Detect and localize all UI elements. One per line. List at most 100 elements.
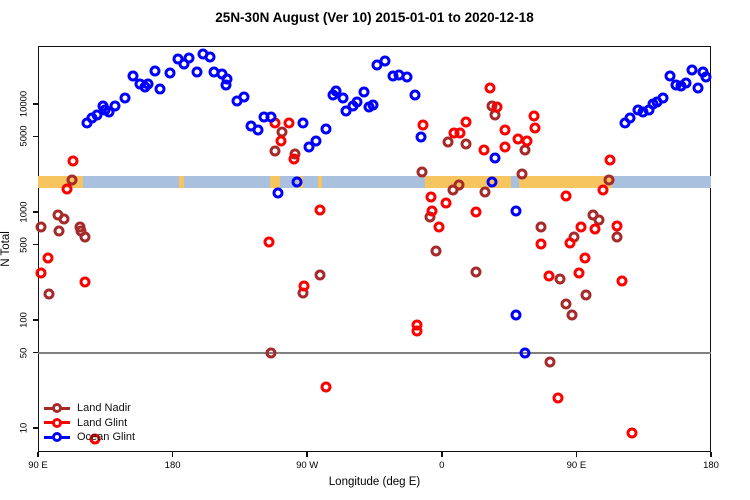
data-point-ocean-glint: [351, 96, 363, 108]
x-tick: [441, 452, 443, 457]
data-point-land-nadir: [66, 174, 78, 186]
data-point-land-nadir: [460, 138, 472, 150]
legend-item-land-nadir: Land Nadir: [44, 401, 135, 416]
data-point-ocean-glint: [91, 109, 103, 121]
band-land-segment: [518, 176, 613, 188]
data-point-land-nadir: [53, 225, 65, 237]
data-point-ocean-glint: [664, 70, 676, 82]
data-point-ocean-glint: [119, 92, 131, 104]
data-point-ocean-glint: [409, 89, 421, 101]
x-tick: [710, 452, 712, 457]
y-tick-label: 50: [18, 347, 30, 358]
data-point-land-nadir: [442, 136, 454, 148]
data-point-land-glint: [589, 223, 601, 235]
x-axis-label: Longitude (deg E): [328, 476, 421, 488]
data-point-land-glint: [433, 221, 445, 233]
y-tick-label: 1000: [18, 201, 30, 223]
x-tick-label: 90 W: [296, 460, 319, 471]
data-point-land-glint: [67, 155, 79, 167]
y-tick: [33, 103, 38, 105]
data-point-land-nadir: [580, 289, 592, 301]
data-point-land-nadir: [35, 221, 47, 233]
data-point-land-glint: [440, 197, 452, 209]
data-point-land-nadir: [470, 266, 482, 278]
data-point-land-glint: [535, 238, 547, 250]
legend-ring-icon: [52, 403, 62, 414]
legend-label: Ocean Glint: [77, 431, 136, 444]
y-tick: [33, 427, 38, 429]
data-point-land-glint: [484, 82, 496, 94]
legend-label: Land Nadir: [77, 402, 131, 415]
x-tick-label: 90 E: [28, 460, 48, 471]
data-point-land-nadir: [79, 231, 91, 243]
data-point-land-glint: [604, 154, 616, 166]
data-point-land-glint: [470, 206, 482, 218]
band-land-segment: [425, 176, 512, 188]
data-point-land-nadir: [535, 221, 547, 233]
data-point-ocean-glint: [265, 111, 277, 123]
data-point-ocean-glint: [183, 52, 195, 64]
data-point-land-glint: [616, 275, 628, 287]
data-point-ocean-glint: [367, 99, 379, 111]
data-point-ocean-glint: [220, 79, 232, 91]
data-point-land-glint: [42, 252, 54, 264]
data-point-land-glint: [35, 267, 47, 279]
data-point-land-glint: [89, 433, 101, 444]
data-point-ocean-glint: [272, 187, 284, 199]
data-point-land-glint: [529, 122, 541, 134]
y-tick: [33, 319, 38, 321]
data-point-ocean-glint: [154, 83, 166, 95]
x-tick: [171, 452, 174, 457]
data-point-ocean-glint: [624, 112, 636, 124]
data-point-ocean-glint: [657, 92, 669, 104]
data-point-land-glint: [288, 153, 300, 165]
data-point-ocean-glint: [686, 64, 698, 76]
data-point-land-glint: [499, 141, 511, 153]
data-point-land-glint: [575, 221, 587, 233]
data-point-land-glint: [417, 119, 429, 131]
data-point-ocean-glint: [489, 152, 501, 164]
data-point-land-glint: [263, 236, 275, 248]
data-point-land-glint: [298, 280, 310, 292]
data-point-ocean-glint: [358, 86, 370, 98]
data-point-land-nadir: [265, 347, 277, 359]
data-point-ocean-glint: [164, 67, 176, 79]
y-tick-label: 10: [18, 422, 30, 434]
data-point-ocean-glint: [379, 55, 391, 67]
data-point-ocean-glint: [103, 106, 115, 118]
band-ocean-segment: [38, 176, 711, 188]
x-tick-label: 90 E: [566, 460, 587, 471]
legend: Land Nadir Land Glint Ocean Glint: [44, 401, 135, 445]
band-land-segment: [269, 176, 280, 188]
data-point-ocean-glint: [401, 71, 413, 83]
data-point-land-glint: [564, 237, 576, 249]
data-point-ocean-glint: [238, 91, 250, 103]
data-point-ocean-glint: [510, 205, 522, 217]
data-point-ocean-glint: [109, 100, 121, 112]
y-tick: [33, 351, 38, 354]
x-tick-label: 0: [439, 460, 445, 471]
y-tick-label: 100: [18, 312, 30, 328]
data-point-land-nadir: [554, 273, 566, 285]
legend-item-land-glint: Land Glint: [44, 416, 135, 431]
data-point-ocean-glint: [415, 131, 427, 143]
data-point-land-nadir: [416, 166, 428, 178]
data-point-ocean-glint: [320, 123, 332, 135]
legend-ring-icon: [52, 417, 62, 428]
data-point-ocean-glint: [191, 66, 203, 78]
data-point-ocean-glint: [510, 309, 522, 321]
data-point-ocean-glint: [330, 85, 342, 97]
band-land-segment: [317, 176, 322, 188]
data-point-land-nadir: [611, 231, 623, 243]
band-land-segment: [179, 176, 184, 188]
data-point-land-nadir: [43, 288, 55, 300]
data-point-land-nadir: [314, 269, 326, 281]
data-point-land-glint: [411, 325, 423, 337]
data-point-land-glint: [478, 144, 490, 156]
data-point-ocean-glint: [310, 135, 322, 147]
data-point-land-glint: [491, 101, 503, 113]
data-point-ocean-glint: [291, 176, 303, 188]
plot-border: [38, 46, 711, 452]
data-point-land-glint: [573, 267, 585, 279]
data-point-land-nadir: [603, 174, 615, 186]
